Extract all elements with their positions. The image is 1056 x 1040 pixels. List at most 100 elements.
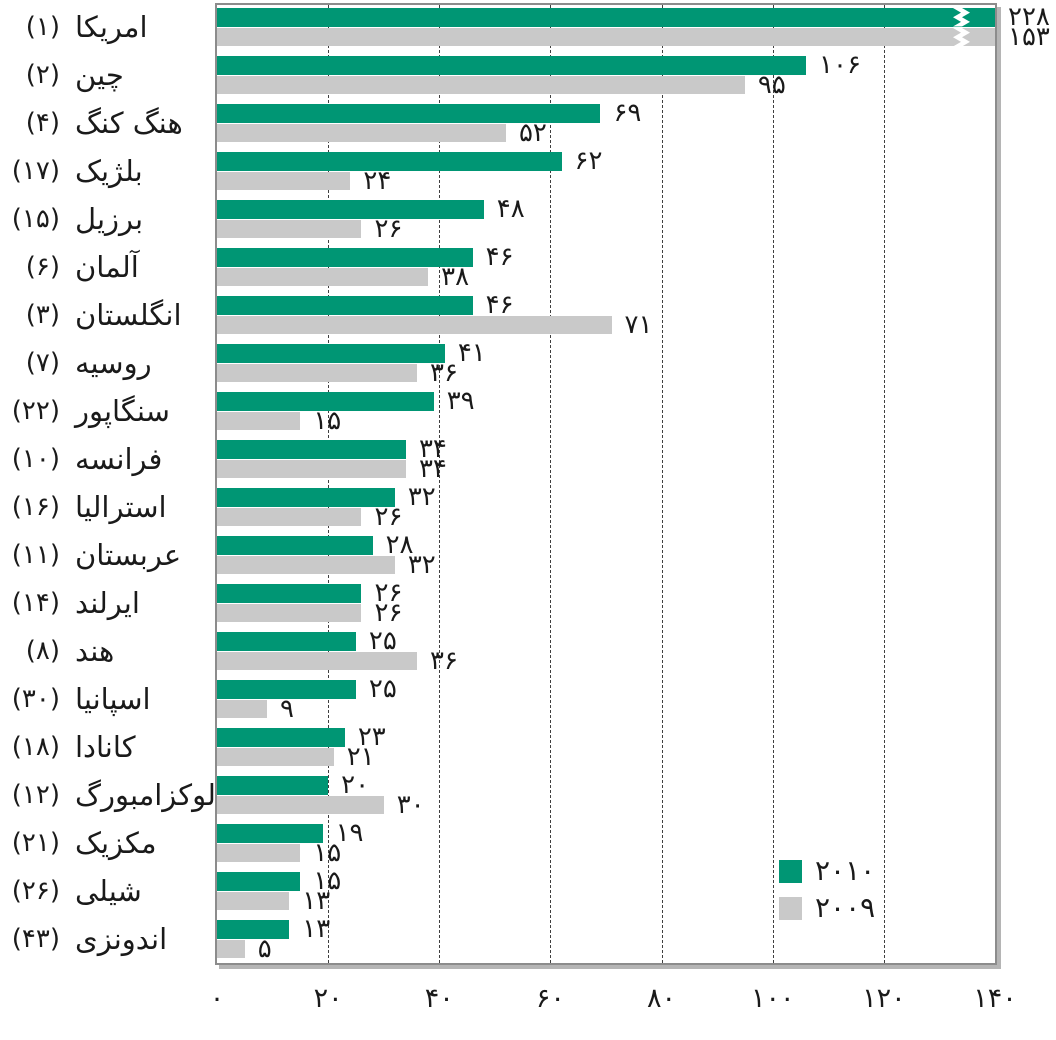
bar-2010-row-6 <box>217 296 473 315</box>
legend-swatch-2010-icon <box>779 859 802 883</box>
category-label: (۲) چین <box>0 51 212 99</box>
value-label-2009-row-0: ۱۵۳ <box>1008 21 1050 52</box>
bar-2010-row-5 <box>217 248 473 267</box>
category-name: استرالیا <box>75 490 167 524</box>
bar-2009-row-7 <box>217 363 418 382</box>
bar-2009-row-15 <box>217 747 334 766</box>
category-name: امریکا <box>75 10 148 44</box>
value-label-2009-row-12: ۲۶ <box>374 597 403 628</box>
category-label: (۱) امریکا <box>0 3 212 51</box>
value-label-2009-row-5: ۳۸ <box>441 261 470 292</box>
value-label-2009-row-16: ۳۰ <box>396 789 425 820</box>
value-label-2010-row-0: ۲۲۸ <box>1008 2 1050 33</box>
bar-2010-row-9 <box>217 440 406 459</box>
value-label-2009-row-15: ۲۱ <box>346 741 375 772</box>
category-label: (۱۶) استرالیا <box>0 483 212 531</box>
value-label-2009-row-8: ۱۵ <box>313 405 342 436</box>
gridline-20 <box>328 5 330 963</box>
category-label: (۴۳) اندونزی <box>0 915 212 963</box>
category-label: (۱۴) ایرلند <box>0 579 212 627</box>
category-name: بلژیک <box>75 154 143 188</box>
value-label-2009-row-7: ۳۶ <box>430 357 458 388</box>
category-name: عربستان <box>75 538 182 572</box>
bar-2009-row-1 <box>217 75 745 94</box>
x-tick-label-60: ۶۰ <box>535 983 565 1014</box>
value-label-2010-row-8: ۳۹ <box>446 386 475 417</box>
bar-2009-row-11 <box>217 555 395 574</box>
category-rank: (۱۲) <box>11 780 60 810</box>
value-label-2010-row-7: ۴۱ <box>457 338 486 369</box>
value-label-2010-row-3: ۶۲ <box>574 146 603 177</box>
category-label: (۱۱) عربستان <box>0 531 212 579</box>
bar-2010-row-18 <box>217 872 301 891</box>
value-label-2010-row-14: ۲۵ <box>368 674 397 705</box>
x-tick-label-40: ۴۰ <box>424 983 454 1014</box>
bars-layer: ۲۲۸ ۱۵۳ ۱۰۶ ۹۵ ۶۹ ۵۲ ۶۲ ۲۴ ۴۸ ۲۶ ۴۶ ۳۸ ۴۶ ۷۱ ۴۱ ۳۶ ۳۹ ۱۵ ۳… <box>217 4 1050 964</box>
category-label: (۱۷) بلژیک <box>0 147 212 195</box>
category-rank: (۱) <box>25 12 60 42</box>
gridlines <box>217 5 995 963</box>
bar-2009-row-19 <box>217 939 245 958</box>
gridline-80 <box>661 5 663 963</box>
bar-2009-row-4 <box>217 219 362 238</box>
category-label: (۱۲) لوکزامبورگ <box>0 771 216 819</box>
value-label-2010-row-19: ۱۳ <box>302 914 331 945</box>
value-label-2010-row-2: ۶۹ <box>613 98 642 129</box>
bar-2009-row-3 <box>217 171 351 190</box>
category-name: هنگ کنگ <box>75 106 183 140</box>
bar-2009-row-18 <box>217 891 290 910</box>
category-rank: (۱۱) <box>11 540 60 570</box>
value-label-2009-row-9: ۳۴ <box>418 453 447 484</box>
category-name: کانادا <box>75 730 136 764</box>
bar-2010-row-7 <box>217 344 445 363</box>
category-name: برزیل <box>75 202 144 236</box>
category-rank: (۶) <box>25 252 60 282</box>
x-tick-label-20: ۲۰ <box>313 983 343 1014</box>
bar-2009-row-14 <box>217 699 267 718</box>
category-name: شیلی <box>75 874 142 908</box>
legend-item-2009: ۲۰۰۹ <box>779 894 875 922</box>
value-label-2009-row-14: ۹ <box>280 693 294 724</box>
bar-2009-row-13 <box>217 651 418 670</box>
x-tick-label-0: ۰ <box>209 983 225 1014</box>
bar-2009-row-0 <box>217 27 995 46</box>
category-name: هند <box>75 634 115 668</box>
value-label-2010-row-1: ۱۰۶ <box>819 50 861 81</box>
bar-2010-row-3 <box>217 152 562 171</box>
category-label: (۲۲) سنگاپور <box>0 387 212 435</box>
category-label: (۶) آلمان <box>0 243 212 291</box>
value-label-2009-row-19: ۵ <box>257 933 272 964</box>
bar-2009-row-12 <box>217 603 362 622</box>
category-rank: (۱۵) <box>11 204 60 234</box>
category-name: مکزیک <box>75 826 157 860</box>
x-tick-label-100: ۱۰۰ <box>750 983 795 1014</box>
bar-2009-row-2 <box>217 123 506 142</box>
category-rank: (۱۷) <box>11 156 60 186</box>
gridline-60 <box>550 5 552 963</box>
x-tick-label-140: ۱۴۰ <box>973 983 1017 1014</box>
plot-area: ۲۲۸ ۱۵۳ ۱۰۶ ۹۵ ۶۹ ۵۲ ۶۲ ۲۴ ۴۸ ۲۶ ۴۶ ۳۸ ۴۶ ۷۱ ۴۱ ۳۶ ۳۹ ۱۵ ۳… <box>215 3 1050 965</box>
bar-2009-row-10 <box>217 507 362 526</box>
legend-label-2009: ۲۰۰۹ <box>815 891 876 924</box>
category-rank: (۸) <box>25 636 60 666</box>
value-label-2010-row-4: ۴۸ <box>496 194 525 225</box>
bar-2010-row-8 <box>217 392 434 411</box>
gridline-120 <box>883 5 885 963</box>
bar-2009-row-8 <box>217 411 301 430</box>
category-label: (۸) هند <box>0 627 212 675</box>
category-name: آلمان <box>75 250 139 284</box>
category-name: ایرلند <box>75 586 140 620</box>
category-rank: (۲۲) <box>11 396 60 426</box>
category-label: (۲۶) شیلی <box>0 867 212 915</box>
category-rank: (۱۸) <box>11 732 60 762</box>
category-name: چین <box>75 58 124 92</box>
category-label: (۱۵) برزیل <box>0 195 212 243</box>
bar-2010-row-13 <box>217 632 356 651</box>
bar-2010-row-4 <box>217 200 484 219</box>
category-name: فرانسه <box>75 442 163 476</box>
category-name: روسیه <box>75 346 152 380</box>
value-label-2009-row-1: ۹۵ <box>757 69 786 100</box>
legend-item-2010: ۲۰۱۰ <box>779 857 875 885</box>
category-label: (۱۰) فرانسه <box>0 435 212 483</box>
